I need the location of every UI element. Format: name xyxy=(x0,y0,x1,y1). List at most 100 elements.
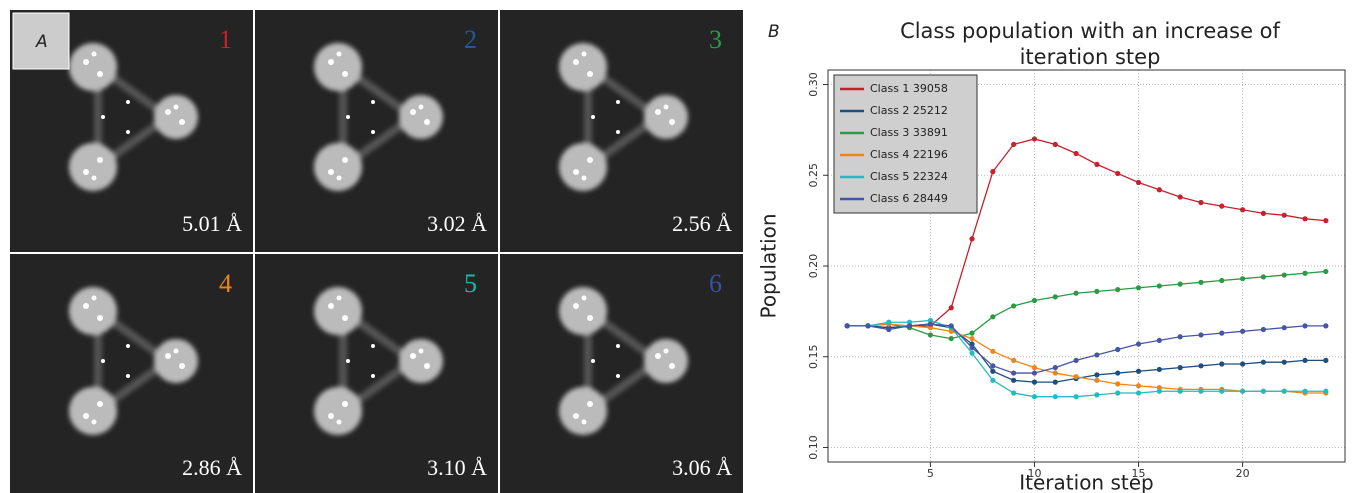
class-number: 4 xyxy=(219,269,232,298)
tile-image xyxy=(10,254,253,493)
data-point xyxy=(969,236,975,242)
data-point xyxy=(844,323,850,329)
x-tick-label: 20 xyxy=(1236,467,1250,480)
data-point xyxy=(1323,218,1329,224)
data-point xyxy=(1135,341,1142,347)
data-point xyxy=(969,350,975,356)
class-number: 3 xyxy=(709,25,722,54)
data-point xyxy=(1135,368,1142,374)
x-tick-label: 10 xyxy=(1027,467,1041,480)
data-point xyxy=(1011,370,1017,376)
data-point xyxy=(1302,357,1308,363)
series-line xyxy=(847,270,1326,340)
data-point xyxy=(1302,323,1308,329)
tile-image xyxy=(255,254,498,493)
data-point xyxy=(1031,297,1038,304)
data-point xyxy=(1031,394,1038,400)
data-point xyxy=(1156,337,1162,344)
data-point xyxy=(1094,377,1100,383)
data-point xyxy=(1219,330,1225,336)
data-point xyxy=(990,363,996,369)
legend-label: Class 5 22324 xyxy=(870,170,948,183)
data-point xyxy=(1302,388,1308,394)
data-point xyxy=(927,317,934,324)
data-point xyxy=(906,319,913,325)
data-point xyxy=(1198,388,1204,394)
y-tick-label: 0.15 xyxy=(807,344,820,369)
y-tick-label: 0.20 xyxy=(807,254,820,279)
data-point xyxy=(1135,179,1142,186)
data-point xyxy=(1052,365,1058,371)
legend-box xyxy=(833,74,978,214)
y-tick-label: 0.30 xyxy=(807,72,820,97)
data-point xyxy=(1115,286,1121,293)
data-point xyxy=(1281,272,1287,278)
data-point xyxy=(1073,150,1079,157)
tile: 5 3.10 Å xyxy=(255,254,498,493)
data-point xyxy=(1323,357,1329,363)
data-point xyxy=(1177,334,1183,340)
data-point xyxy=(1302,270,1308,276)
data-point xyxy=(1156,384,1162,391)
data-point xyxy=(1031,379,1038,385)
data-point xyxy=(1198,279,1204,285)
class-number: 1 xyxy=(219,25,232,54)
data-point xyxy=(1156,187,1162,193)
data-point xyxy=(1011,141,1017,148)
data-point xyxy=(1219,361,1225,367)
data-point xyxy=(1115,170,1121,177)
data-point xyxy=(969,345,975,351)
data-point xyxy=(1281,388,1287,394)
data-point xyxy=(1052,394,1058,400)
data-point xyxy=(1156,283,1162,289)
resolution: 5.01 Å xyxy=(182,211,242,236)
data-point xyxy=(1177,194,1183,200)
y-tick-label: 0.10 xyxy=(807,435,820,460)
data-point xyxy=(1260,359,1267,365)
plot-frame xyxy=(827,69,1346,463)
data-point xyxy=(1260,274,1267,280)
data-point xyxy=(886,319,892,325)
data-point xyxy=(1302,216,1308,222)
data-point xyxy=(1323,268,1329,275)
data-point xyxy=(1219,277,1225,284)
data-point xyxy=(1052,294,1058,300)
series-line xyxy=(847,319,1326,398)
data-point xyxy=(1177,388,1183,394)
y-axis-label: Population xyxy=(757,213,781,318)
data-point xyxy=(1031,365,1038,371)
tile: 2 3.02 Å xyxy=(255,10,498,252)
data-point xyxy=(969,335,975,342)
data-point xyxy=(1260,326,1267,333)
data-point xyxy=(1073,394,1079,400)
panel-a: 1 5.01 Å 2 3.02 Å 3 2.56 Å 4 2.86 Å 5 3.10 Å 6 3.06… xyxy=(10,10,743,493)
data-point xyxy=(1156,366,1162,373)
data-point xyxy=(1198,332,1204,338)
data-point xyxy=(1281,359,1287,365)
tile: 6 3.06 Å xyxy=(500,254,743,493)
data-point xyxy=(1156,388,1162,394)
data-point xyxy=(1052,370,1058,376)
tile: 4 2.86 Å xyxy=(10,254,253,493)
resolution: 3.02 Å xyxy=(427,211,487,236)
tile-image xyxy=(500,10,743,252)
data-point xyxy=(1219,203,1225,209)
data-point xyxy=(906,323,913,329)
data-point xyxy=(1011,303,1017,309)
panel-label-box xyxy=(12,12,70,70)
data-point xyxy=(1260,388,1267,394)
data-point xyxy=(927,325,934,331)
data-point xyxy=(1094,288,1100,295)
data-point xyxy=(990,314,996,320)
class-number: 5 xyxy=(464,269,477,298)
x-tick-label: 15 xyxy=(1132,467,1146,480)
series-line xyxy=(847,138,1326,329)
legend-label: Class 1 39058 xyxy=(870,82,948,95)
data-point xyxy=(948,335,954,342)
data-point xyxy=(927,332,934,338)
legend-label: Class 3 33891 xyxy=(870,126,948,139)
data-point xyxy=(1031,136,1038,142)
x-axis-label: Iteration step xyxy=(1019,471,1153,493)
data-point xyxy=(990,377,996,383)
